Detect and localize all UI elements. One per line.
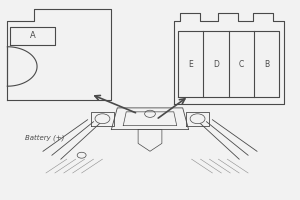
Text: C: C (239, 60, 244, 69)
Text: A: A (30, 31, 35, 40)
Text: B: B (264, 60, 269, 69)
Text: D: D (213, 60, 219, 69)
Text: Battery (+): Battery (+) (25, 134, 64, 141)
Text: E: E (188, 60, 193, 69)
